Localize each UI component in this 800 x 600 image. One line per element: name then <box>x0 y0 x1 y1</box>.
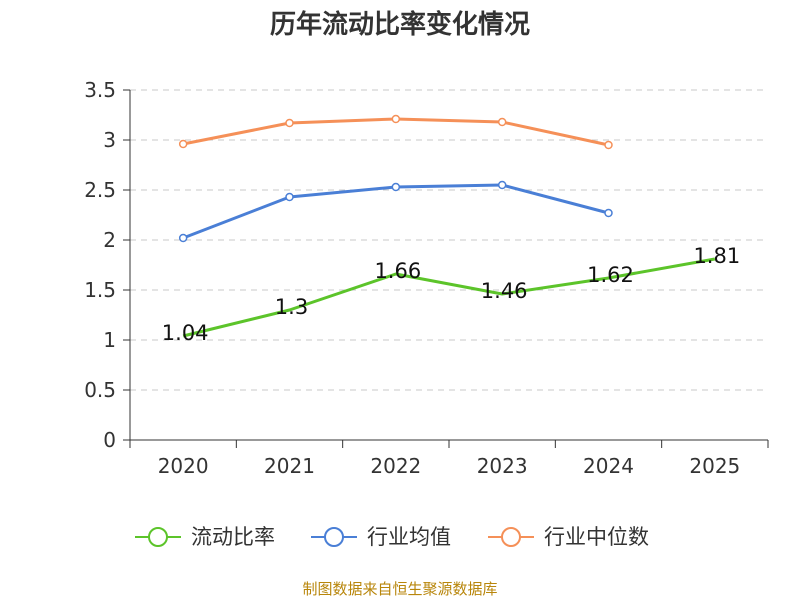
y-tick-label: 2.5 <box>84 178 116 202</box>
x-tick-label: 2020 <box>158 454 209 478</box>
y-tick-label: 1 <box>103 328 116 352</box>
data-label: 1.3 <box>275 295 308 319</box>
legend-marker <box>148 527 168 547</box>
data-label: 1.81 <box>693 244 740 268</box>
legend-label: 行业中位数 <box>544 525 649 549</box>
y-tick-label: 0.5 <box>84 378 116 402</box>
data-point[interactable] <box>178 233 188 243</box>
data-point[interactable] <box>178 139 188 149</box>
data-labels: 1.04 1.3 1.66 1.46 1.62 1.81 <box>162 244 740 345</box>
data-point[interactable] <box>604 208 613 218</box>
source-note: 制图数据来自恒生聚源数据库 <box>302 580 498 598</box>
y-tick-label: 2 <box>103 228 116 252</box>
legend-marker <box>324 527 344 547</box>
data-label: 1.66 <box>374 259 421 283</box>
series-line-1 <box>182 183 609 240</box>
axes: 0 0.5 1 1.5 2 2.5 3 3.5 2020 2021 2022 2023 2024 2025 <box>84 78 769 478</box>
data-point[interactable] <box>285 118 294 128</box>
chart-title: 历年流动比率变化情况 <box>269 10 530 40</box>
x-tick-label: 2022 <box>370 454 421 478</box>
y-tick-label: 1.5 <box>84 278 116 302</box>
legend-item-1[interactable]: 行业均值 <box>311 525 451 549</box>
data-point[interactable] <box>497 180 507 190</box>
legend-label: 行业均值 <box>367 525 451 549</box>
data-point[interactable] <box>391 114 401 124</box>
x-tick-label: 2024 <box>583 454 634 478</box>
grid-lines <box>130 89 768 391</box>
legend: 流动比率 行业均值 行业中位数 <box>135 525 649 549</box>
data-label: 1.62 <box>587 263 634 287</box>
x-tick-label: 2023 <box>477 454 528 478</box>
data-point[interactable] <box>285 192 294 202</box>
x-tick-label: 2025 <box>689 454 740 478</box>
series-line-0 <box>182 257 716 338</box>
legend-marker <box>501 527 521 547</box>
data-point[interactable] <box>604 140 613 150</box>
data-label: 1.04 <box>162 321 209 345</box>
x-tick-label: 2021 <box>264 454 315 478</box>
legend-item-0[interactable]: 流动比率 <box>135 525 275 549</box>
y-tick-label: 0 <box>103 428 116 452</box>
data-point[interactable] <box>497 117 507 127</box>
legend-label: 流动比率 <box>191 525 275 549</box>
series-lines <box>178 114 716 338</box>
data-point[interactable] <box>391 182 401 192</box>
data-label: 1.46 <box>481 279 528 303</box>
y-tick-label: 3 <box>103 128 116 152</box>
legend-item-2[interactable]: 行业中位数 <box>488 525 649 549</box>
y-tick-label: 3.5 <box>84 78 116 102</box>
